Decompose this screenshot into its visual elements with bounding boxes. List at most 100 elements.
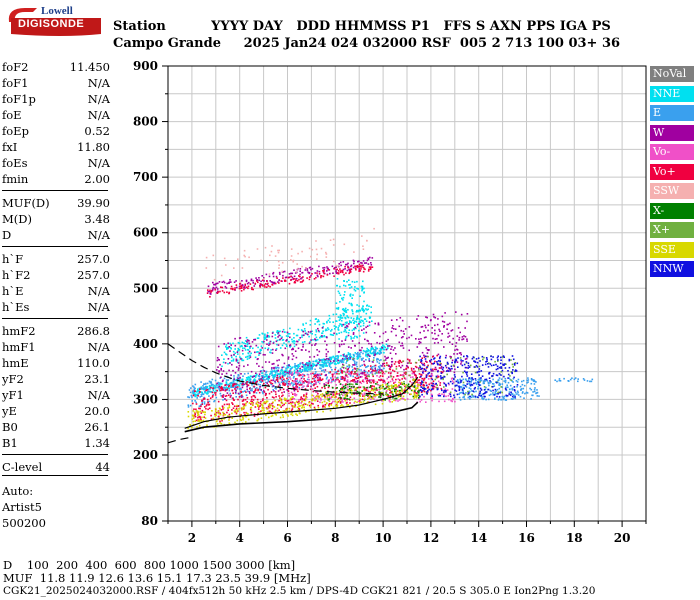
data-point [212,389,215,392]
data-point [278,334,280,337]
data-point [323,365,325,367]
data-point [336,405,338,408]
data-point [591,378,594,381]
data-point [348,364,350,366]
data-point [232,287,234,290]
data-point [337,401,340,403]
data-point [305,411,307,413]
data-point [379,347,382,350]
data-point [413,392,416,395]
data-point [283,374,286,377]
data-point [323,269,325,271]
data-point [308,365,311,368]
data-point [201,400,203,402]
data-point [422,381,425,384]
data-point [334,380,336,383]
data-point [419,383,422,386]
legend-item-vo: Vo+ [650,163,694,180]
data-point [439,362,442,364]
data-point [284,399,286,401]
data-point [290,275,292,278]
data-point [263,278,265,280]
data-point [277,364,279,367]
data-point [472,378,474,381]
data-point [271,283,273,286]
data-point [277,390,280,392]
y-tick-label: 80 [141,514,158,528]
data-point [382,385,384,388]
data-point [286,408,288,411]
data-point [308,335,310,338]
data-point [370,385,372,387]
data-point [376,341,378,344]
data-point [512,369,514,371]
data-point [353,373,355,375]
data-point [362,395,364,397]
data-point [287,385,289,388]
data-point [303,378,305,380]
data-point [530,382,533,385]
data-point [247,384,250,387]
param-name: hmF1 [2,340,36,354]
data-point [337,356,339,358]
data-point [406,337,408,340]
data-point [453,396,456,399]
data-point [382,399,385,402]
data-point [350,321,352,323]
param-value: 39.90 [77,196,110,210]
data-point [373,357,375,359]
data-point [485,357,488,359]
data-point [419,341,422,344]
data-point [359,320,361,323]
param-name: yF1 [2,388,24,402]
data-point [306,378,309,381]
data-point [392,387,394,390]
data-point [316,258,318,260]
data-point [302,386,304,388]
data-point [431,399,433,402]
data-point [582,378,585,380]
data-point [416,387,419,389]
data-point [404,389,406,391]
data-point [484,380,486,383]
data-point [300,402,302,404]
data-point [462,392,465,395]
data-point [246,401,248,403]
data-point [471,377,473,379]
data-point [215,286,218,289]
data-point [200,381,202,383]
data-point [327,268,330,271]
data-point [462,384,465,386]
data-point [514,396,516,398]
data-point [371,368,374,371]
data-point [187,411,190,413]
data-point [308,381,310,383]
data-point [274,409,277,412]
data-point [350,347,352,349]
data-point [219,389,222,392]
data-point [214,394,217,396]
data-point [246,355,249,358]
data-point [435,375,438,378]
param-separator [2,318,108,319]
data-point [360,325,362,328]
data-point [346,322,348,324]
data-point [421,362,423,365]
data-point [299,275,301,278]
data-point [469,383,471,385]
data-point [401,374,403,376]
data-point [460,363,462,365]
data-point [344,323,346,326]
data-point [277,381,280,384]
data-point [299,374,302,376]
data-point [381,402,384,405]
data-point [261,375,263,377]
data-point [400,386,402,388]
data-point [282,384,284,386]
data-point [249,408,252,411]
data-point [402,347,405,349]
data-point [406,385,408,388]
data-point [243,254,245,257]
data-point [245,336,248,339]
data-point [340,343,343,346]
